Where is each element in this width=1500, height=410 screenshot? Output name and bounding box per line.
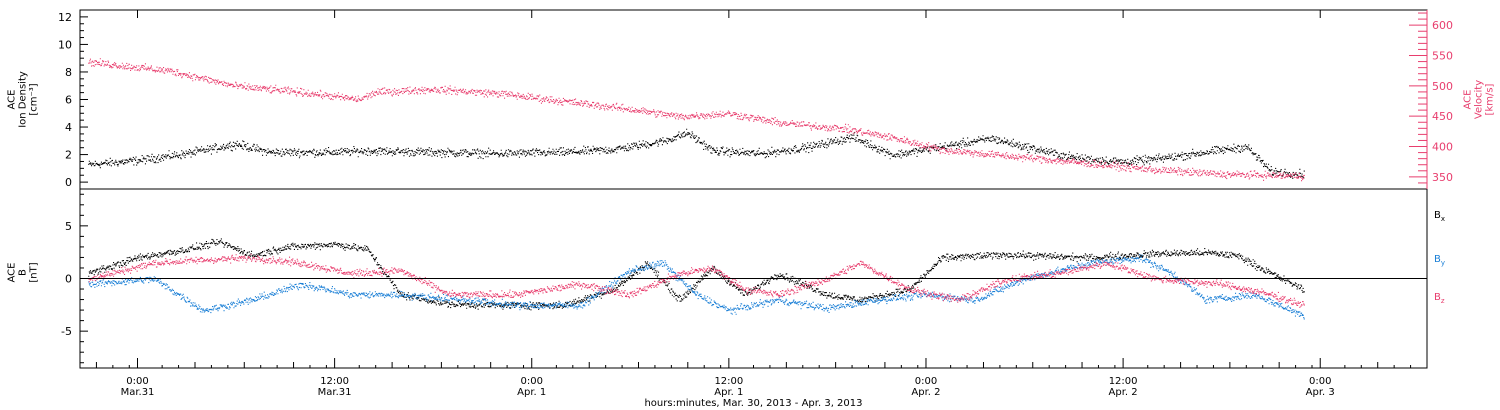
time-tick-hm: 0:00 bbox=[915, 376, 937, 387]
b-tick-label: 0 bbox=[65, 273, 72, 286]
by-series bbox=[88, 254, 1305, 320]
density-tick-label: 12 bbox=[58, 11, 72, 24]
velocity-series bbox=[88, 58, 1305, 182]
x-axis-title: hours:minutes, Mar. 30, 2013 - Apr. 3, 2… bbox=[644, 398, 862, 409]
legend-subscript: z bbox=[1441, 297, 1445, 305]
velocity-axis-label-line: ACE bbox=[1463, 90, 1474, 110]
axes-layer bbox=[79, 9, 1428, 369]
density-tick-label: 6 bbox=[65, 94, 72, 107]
text-layer: 024681012350400450500550600-5050:00Mar.3… bbox=[7, 11, 1496, 409]
b-tick-label: 5 bbox=[65, 220, 72, 233]
time-tick-date: Apr. 1 bbox=[714, 387, 743, 398]
bz-series-marks bbox=[88, 253, 1305, 308]
b-axis-label-line: ACE bbox=[7, 263, 18, 283]
density-series bbox=[88, 128, 1305, 179]
data-points-layer bbox=[88, 58, 1305, 320]
density-axis-label-line: ACE bbox=[7, 90, 18, 110]
time-tick-hm: 12:00 bbox=[1109, 376, 1138, 387]
velocity-axis-label: ACE Velocity [km/s] bbox=[1463, 80, 1496, 119]
time-tick-date: Apr. 2 bbox=[1109, 387, 1138, 398]
b-axis-label-line: [nT] bbox=[29, 262, 40, 282]
time-tick-date: Mar.31 bbox=[318, 387, 352, 398]
velocity-tick-label: 350 bbox=[1432, 171, 1453, 184]
bx-series bbox=[88, 238, 1305, 311]
time-tick-date: Mar.31 bbox=[121, 387, 155, 398]
velocity-axis-label-line: Velocity bbox=[1474, 80, 1485, 119]
density-tick-label: 8 bbox=[65, 66, 72, 79]
legend-subscript: x bbox=[1441, 215, 1445, 223]
velocity-tick-label: 500 bbox=[1432, 80, 1453, 93]
time-tick-hm: 0:00 bbox=[1309, 376, 1331, 387]
legend-bz: Bz bbox=[1434, 292, 1445, 305]
legend-subscript: y bbox=[1441, 259, 1445, 267]
velocity-tick-label: 450 bbox=[1432, 110, 1453, 123]
time-tick-date: Apr. 2 bbox=[911, 387, 940, 398]
density-series-marks bbox=[88, 128, 1305, 179]
legend-by: By bbox=[1434, 254, 1445, 267]
b-tick-label: -5 bbox=[61, 325, 72, 338]
bx-series-marks bbox=[88, 238, 1305, 311]
b-axis-label: ACE B [nT] bbox=[7, 262, 40, 282]
density-tick-label: 4 bbox=[65, 121, 72, 134]
density-tick-label: 2 bbox=[65, 149, 72, 162]
density-axis-label-line: Ion Density bbox=[18, 71, 29, 128]
bz-series bbox=[88, 253, 1305, 308]
time-tick-hm: 12:00 bbox=[320, 376, 349, 387]
by-series-marks bbox=[88, 254, 1305, 320]
density-tick-label: 10 bbox=[58, 38, 72, 51]
b-axis-label-line: B bbox=[18, 269, 29, 276]
velocity-axis-label-line: [km/s] bbox=[1485, 83, 1496, 115]
velocity-tick-label: 400 bbox=[1432, 141, 1453, 154]
time-tick-hm: 0:00 bbox=[521, 376, 543, 387]
density-axis-label-line: [cm⁻³] bbox=[29, 83, 40, 115]
time-tick-hm: 12:00 bbox=[714, 376, 743, 387]
legend-bx: Bx bbox=[1434, 210, 1445, 223]
time-tick-date: Apr. 3 bbox=[1306, 387, 1335, 398]
density-tick-label: 0 bbox=[65, 176, 72, 189]
velocity-series-marks bbox=[88, 58, 1305, 182]
time-tick-hm: 0:00 bbox=[126, 376, 148, 387]
velocity-tick-label: 550 bbox=[1432, 50, 1453, 63]
time-tick-date: Apr. 1 bbox=[517, 387, 546, 398]
density-axis-label: ACE Ion Density [cm⁻³] bbox=[7, 71, 40, 128]
velocity-tick-label: 600 bbox=[1432, 19, 1453, 32]
